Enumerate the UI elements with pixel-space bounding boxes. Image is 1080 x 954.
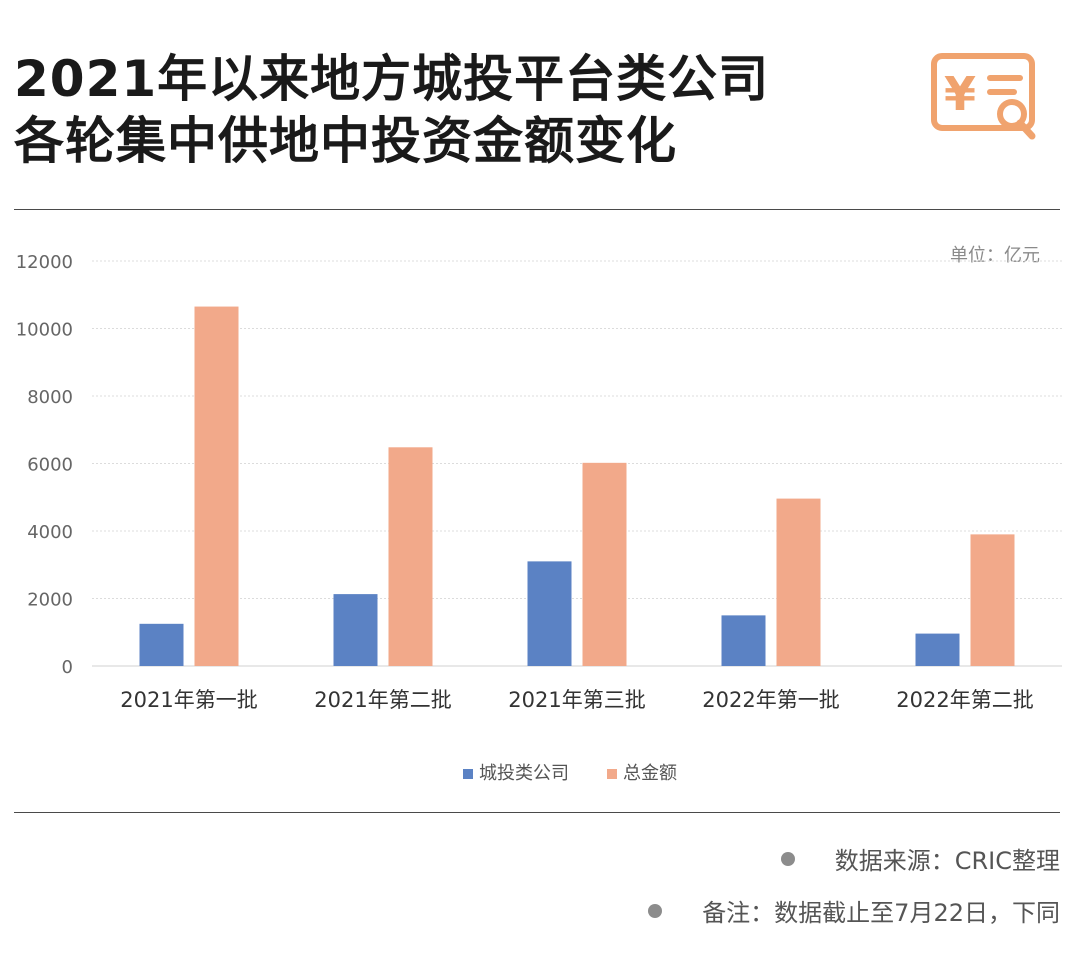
- chart-title: 2021年以来地方城投平台类公司 各轮集中供地中投资金额变化: [14, 48, 769, 172]
- y-tick-label: 10000: [16, 320, 73, 341]
- bar-total-4: [776, 498, 821, 666]
- chart-title-line2: 各轮集中供地中投资金额变化: [14, 112, 677, 170]
- remark-note: 备注：数据截止至7月22日，下同: [648, 893, 1060, 928]
- bar-chengtou-5: [915, 633, 960, 666]
- yen-glyph: ¥: [944, 67, 976, 121]
- bottom-divider: [14, 812, 1060, 813]
- top-divider: [14, 209, 1060, 210]
- yen-document-search-icon: ¥: [931, 53, 1036, 140]
- x-tick-label: 2022年第二批: [896, 688, 1033, 712]
- y-tick-label: 8000: [27, 387, 73, 408]
- y-tick-label: 6000: [27, 455, 73, 476]
- bar-chart: 0 2000 4000 6000 8000 10000 12000 2021年第一批 2021年…: [16, 252, 1062, 784]
- bullet-icon: [648, 904, 663, 918]
- x-tick-label: 2021年第二批: [314, 688, 451, 712]
- x-tick-label: 2022年第一批: [702, 688, 839, 712]
- legend-label: 城投类公司: [479, 763, 569, 784]
- source-text: 数据来源：CRIC整理: [834, 847, 1060, 875]
- bar-chengtou-4: [721, 615, 766, 666]
- legend-swatch: [463, 769, 473, 779]
- bar-chengtou-2: [333, 594, 378, 666]
- x-tick-label: 2021年第一批: [120, 688, 257, 712]
- y-tick-label: 12000: [16, 252, 73, 273]
- bar-total-2: [388, 447, 433, 666]
- remark-text: 备注：数据截止至7月22日，下同: [702, 899, 1060, 927]
- legend-label: 总金额: [623, 763, 677, 784]
- y-tick-label: 2000: [27, 590, 73, 611]
- x-tick-label: 2021年第三批: [508, 688, 645, 712]
- y-tick-label: 4000: [27, 522, 73, 543]
- bar-total-5: [970, 534, 1015, 666]
- y-tick-label: 0: [62, 657, 73, 678]
- source-note: 数据来源：CRIC整理: [780, 841, 1060, 876]
- bar-chengtou-1: [139, 623, 184, 666]
- bar-chengtou-3: [527, 561, 572, 666]
- bar-total-3: [582, 462, 627, 666]
- chart-title-line1: 2021年以来地方城投平台类公司: [14, 50, 770, 108]
- bullet-icon: [780, 852, 795, 866]
- bar-total-1: [194, 306, 239, 666]
- legend-swatch: [607, 769, 617, 779]
